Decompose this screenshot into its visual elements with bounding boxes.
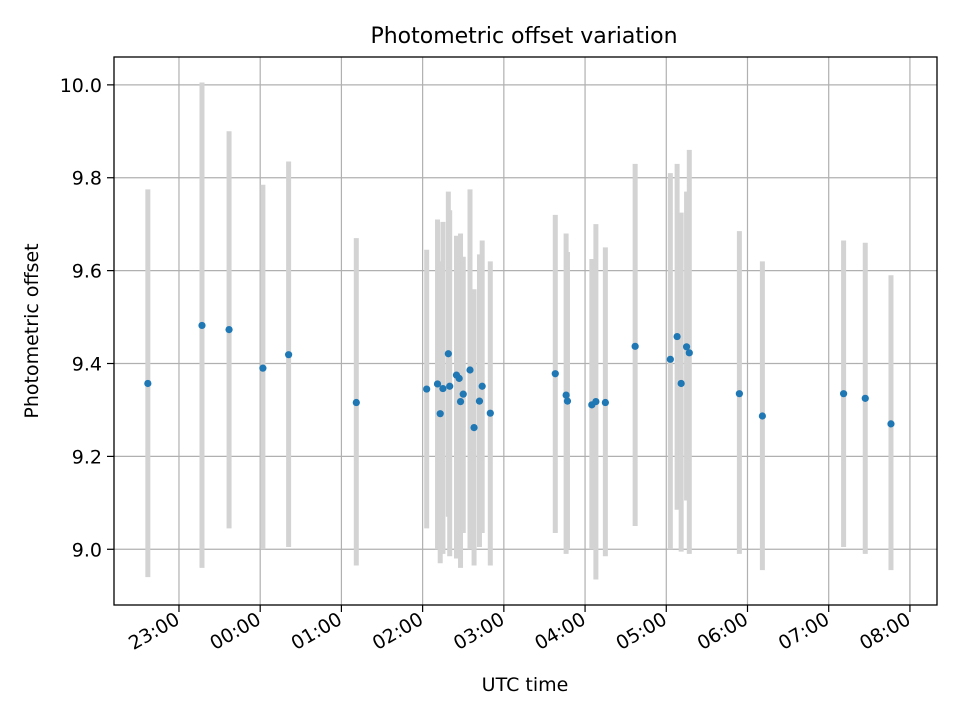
y-axis-label: Photometric offset [21, 243, 43, 418]
data-point [225, 326, 233, 334]
data-point [478, 382, 486, 390]
data-point [433, 380, 442, 388]
data-point [682, 343, 691, 351]
data-point [601, 398, 609, 407]
data-point [475, 397, 484, 405]
data-point [673, 332, 681, 341]
data-point [631, 342, 639, 350]
data-point [466, 366, 474, 374]
y-tick-label: 9.6 [72, 261, 102, 283]
y-tick-label: 9.4 [72, 354, 102, 376]
y-tick-label: 9.8 [72, 168, 102, 190]
plot-frame [113, 56, 938, 606]
data-point [486, 409, 494, 417]
data-point [352, 398, 360, 407]
y-tick-label: 9.0 [72, 539, 102, 561]
data-point [285, 351, 293, 359]
data-point [758, 412, 766, 420]
data-point [423, 385, 431, 393]
data-point [455, 374, 463, 382]
grid [114, 57, 937, 605]
x-axis-label: UTC time [482, 674, 569, 696]
data-point [446, 382, 454, 390]
data-point [259, 364, 267, 372]
data-point [677, 379, 685, 388]
data-point [735, 390, 743, 398]
data-point [861, 394, 869, 402]
data-point [840, 390, 848, 398]
y-tick-label: 10.0 [60, 75, 102, 97]
data-point [436, 410, 444, 418]
data-point [470, 423, 478, 432]
data-point [666, 355, 674, 363]
data-point [887, 420, 895, 428]
data-point [563, 397, 572, 405]
data-point [444, 350, 452, 358]
data-points [144, 321, 895, 432]
data-point [439, 384, 447, 393]
data-point [456, 397, 465, 406]
y-axis: 9.0 9.2 9.4 9.6 9.8 10.0 [60, 75, 114, 561]
data-point [592, 397, 600, 406]
data-point [551, 370, 559, 378]
data-point [685, 349, 693, 357]
data-point [459, 390, 467, 398]
data-point [562, 391, 570, 399]
chart-title: Photometric offset variation [370, 24, 677, 49]
data-point [144, 379, 152, 388]
data-point [198, 321, 206, 330]
y-tick-label: 9.2 [72, 446, 102, 468]
